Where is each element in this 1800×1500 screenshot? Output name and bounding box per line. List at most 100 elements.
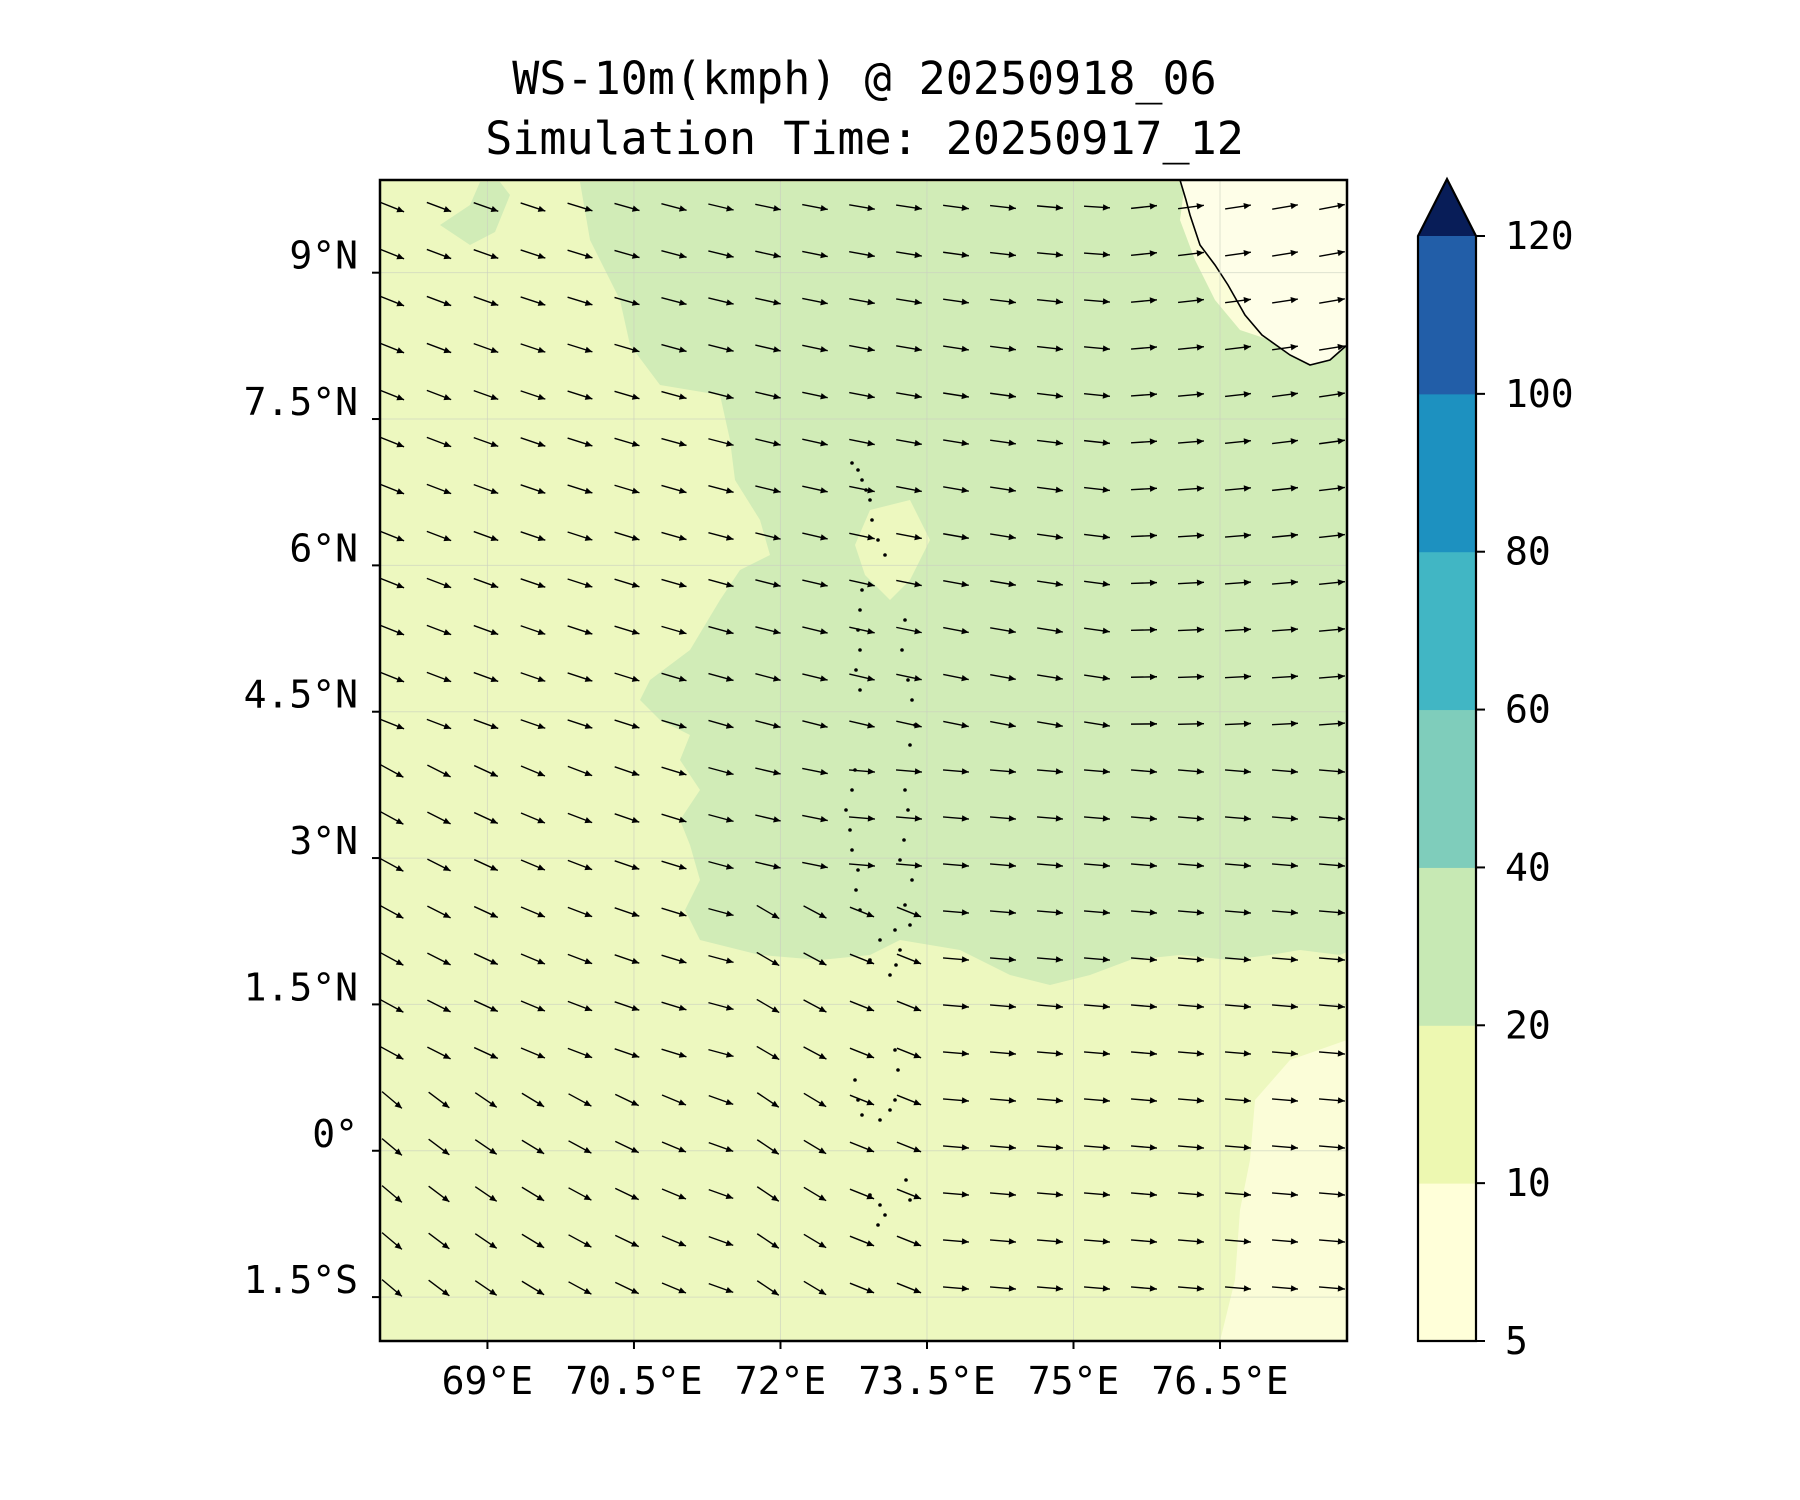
wind-vector (473, 483, 499, 495)
wind-vector (380, 811, 404, 825)
wind-vector (1084, 486, 1110, 493)
wind-vector (1130, 673, 1158, 681)
wind-vector (426, 624, 452, 636)
wind-vector (1177, 485, 1205, 492)
wind-vector (567, 390, 593, 400)
wind-vector (708, 954, 734, 964)
wind-vector (614, 860, 640, 870)
wind-vector (568, 1281, 592, 1295)
island-dot (894, 963, 898, 967)
wind-vector (989, 815, 1017, 822)
island-dot (854, 668, 858, 672)
wind-vector (756, 998, 780, 1014)
wind-vector (943, 392, 969, 400)
wind-vector (381, 1091, 403, 1109)
wind-vector (661, 719, 687, 729)
wind-vector (1083, 1285, 1111, 1292)
colorbar: 5 10 20 40 60 80 100 120 (1416, 176, 1574, 1363)
wind-vector (474, 1186, 498, 1202)
wind-vector (849, 1282, 875, 1294)
wind-vector (426, 671, 452, 683)
wind-vector (567, 672, 593, 682)
wind-vector (661, 766, 687, 776)
island-dot (878, 938, 882, 942)
wind-vector (1272, 391, 1298, 398)
wind-vector (380, 764, 404, 778)
island-dot (876, 538, 880, 542)
wind-vector (708, 391, 734, 400)
wind-vector (661, 203, 687, 212)
wind-vector (1319, 532, 1345, 539)
wind-vector (755, 579, 781, 588)
wind-vector (614, 1281, 640, 1295)
wind-vector (1177, 1238, 1205, 1245)
wind-vector (1037, 439, 1063, 446)
island-dot (903, 618, 907, 622)
wind-vector (803, 1046, 827, 1060)
wind-vector (896, 953, 922, 965)
wind-vector (849, 1000, 875, 1012)
wind-vector (1083, 345, 1111, 352)
wind-vector (1130, 438, 1158, 445)
island-dot (906, 808, 910, 812)
wind-vector (942, 909, 970, 916)
island-dot (878, 1203, 882, 1207)
wind-vector (1036, 1191, 1064, 1198)
wind-vector (1224, 720, 1252, 727)
island-dot (893, 928, 897, 932)
wind-vector (380, 436, 405, 448)
wind-vector (661, 1001, 687, 1011)
wind-vector (943, 345, 969, 353)
wind-vector (520, 719, 546, 729)
wind-vector (661, 813, 687, 823)
wind-vector (1318, 1144, 1346, 1151)
wind-vector (1224, 485, 1252, 492)
wind-vector (803, 1139, 827, 1155)
wind-vector (1224, 626, 1252, 633)
wind-vector (849, 485, 875, 494)
wind-vector (1130, 956, 1158, 963)
wind-vector (474, 1139, 498, 1155)
wind-vector (1272, 438, 1298, 445)
wind-vector (1224, 1238, 1252, 1245)
wind-vector (1177, 1050, 1205, 1057)
wind-vector (1083, 1003, 1111, 1010)
wind-vector (1272, 202, 1298, 210)
wind-vector (1318, 909, 1346, 916)
wind-vector (1177, 1097, 1205, 1104)
wind-vector (1271, 1003, 1299, 1010)
chart-title-line2: Simulation Time: 20250917_12 (485, 112, 1244, 165)
wind-vector (849, 579, 875, 588)
wind-vector (661, 1048, 687, 1058)
wind-vector (661, 437, 687, 447)
wind-vector (473, 296, 499, 307)
wind-vector (1177, 626, 1205, 633)
lat-tick-label: 1.5°N (244, 965, 358, 1009)
wind-vector (943, 720, 969, 729)
wind-vector (1271, 532, 1299, 539)
wind-vector (896, 345, 922, 353)
island-dot (903, 903, 907, 907)
wind-vector (1272, 296, 1298, 304)
wind-vector (426, 577, 452, 589)
wind-vector (567, 625, 593, 635)
wind-vector (567, 719, 593, 729)
colorbar-segment (1418, 1183, 1476, 1342)
wind-vector (1130, 1191, 1158, 1198)
wind-vector (567, 249, 593, 259)
wind-vector (1225, 391, 1251, 398)
wind-vector (380, 483, 405, 495)
wind-vector (380, 999, 404, 1013)
wind-vector (848, 815, 876, 822)
wind-vector (990, 674, 1016, 682)
wind-vector (428, 1185, 450, 1203)
wind-vector (802, 391, 828, 400)
wind-vector (1318, 956, 1346, 963)
wind-vector (1225, 297, 1251, 304)
lat-tick-label: 3°N (289, 819, 358, 863)
island-dot (902, 838, 906, 842)
wind-vector (567, 578, 593, 588)
wind-vector (1177, 391, 1205, 398)
wind-vector (1083, 1238, 1111, 1245)
wind-vector (849, 953, 875, 965)
